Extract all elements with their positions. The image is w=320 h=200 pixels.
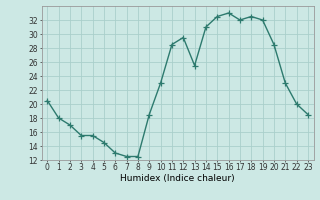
X-axis label: Humidex (Indice chaleur): Humidex (Indice chaleur) xyxy=(120,174,235,183)
